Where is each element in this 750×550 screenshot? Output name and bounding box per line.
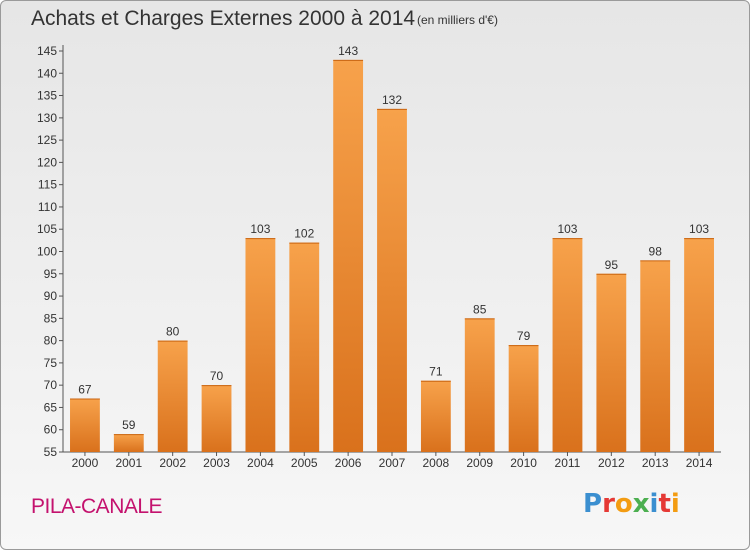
bar xyxy=(245,238,276,452)
data-label: 85 xyxy=(473,302,487,316)
bar xyxy=(640,260,671,452)
y-tick-label: 110 xyxy=(38,200,57,214)
data-label: 95 xyxy=(605,258,619,272)
data-label: 80 xyxy=(166,325,180,339)
y-tick-label: 140 xyxy=(37,66,57,80)
data-label: 143 xyxy=(338,44,358,58)
bar xyxy=(508,345,539,452)
proxiti-logo: Proxiti xyxy=(583,489,680,519)
bar xyxy=(684,238,714,452)
x-tick-label: 2001 xyxy=(115,456,142,470)
y-tick-label: 125 xyxy=(37,133,57,147)
data-label: 103 xyxy=(689,222,709,236)
y-tick-label: 145 xyxy=(37,44,57,58)
logo-letter: i xyxy=(670,489,680,519)
y-tick-label: 130 xyxy=(37,111,57,125)
y-tick-label: 90 xyxy=(44,289,58,303)
x-tick-label: 2012 xyxy=(598,456,625,470)
bar xyxy=(289,242,320,452)
x-tick-label: 2014 xyxy=(686,456,713,470)
y-tick-label: 80 xyxy=(44,334,58,348)
x-tick-label: 2011 xyxy=(555,456,581,470)
data-label: 132 xyxy=(382,93,402,107)
y-tick-label: 100 xyxy=(37,245,57,259)
y-tick-label: 60 xyxy=(44,423,58,437)
x-tick-label: 2002 xyxy=(159,456,186,470)
x-tick-label: 2003 xyxy=(203,456,230,470)
logo-letter: x xyxy=(632,489,650,519)
commune-name: PILA-CANALE xyxy=(31,495,163,518)
data-label: 67 xyxy=(78,383,92,397)
x-tick-label: 2008 xyxy=(423,456,450,470)
data-label: 98 xyxy=(649,244,663,258)
data-label: 79 xyxy=(517,329,531,343)
chart-unit-subtitle: (en milliers d'€) xyxy=(417,13,498,27)
bar xyxy=(333,59,364,453)
y-tick-label: 105 xyxy=(37,222,57,236)
bar xyxy=(596,273,627,452)
bar xyxy=(201,385,232,452)
y-tick-label: 65 xyxy=(44,400,58,414)
x-tick-label: 2007 xyxy=(379,456,406,470)
x-tick-label: 2004 xyxy=(247,456,274,470)
y-tick-label: 115 xyxy=(38,178,57,192)
x-tick-label: 2013 xyxy=(642,456,669,470)
data-label: 71 xyxy=(429,365,443,379)
data-label: 103 xyxy=(250,222,270,236)
logo-letter: P xyxy=(583,489,603,519)
logo-letter: o xyxy=(614,489,633,519)
y-tick-label: 55 xyxy=(44,445,58,459)
bar xyxy=(377,108,407,452)
x-tick-label: 2009 xyxy=(466,456,493,470)
data-label: 103 xyxy=(557,222,577,236)
logo-letter: i xyxy=(649,489,659,519)
y-tick-label: 135 xyxy=(37,89,57,103)
bar xyxy=(552,238,583,452)
bar xyxy=(464,318,495,452)
x-tick-label: 2005 xyxy=(291,456,318,470)
x-tick-label: 2010 xyxy=(510,456,537,470)
bar xyxy=(157,340,188,452)
y-tick-label: 75 xyxy=(44,356,58,370)
data-label: 102 xyxy=(294,227,314,241)
chart-title: Achats et Charges Externes 2000 à 2014 xyxy=(31,7,416,30)
y-tick-label: 95 xyxy=(44,267,58,281)
logo-letter: t xyxy=(658,489,671,519)
x-tick-label: 2006 xyxy=(335,456,362,470)
y-tick-label: 70 xyxy=(44,378,58,392)
bar xyxy=(70,398,100,452)
x-tick-label: 2000 xyxy=(72,456,99,470)
bar xyxy=(113,434,144,452)
y-tick-label: 85 xyxy=(44,311,58,325)
data-label: 70 xyxy=(210,369,224,383)
logo-letter: r xyxy=(602,489,615,519)
data-label: 59 xyxy=(122,418,136,432)
y-tick-label: 120 xyxy=(37,155,57,169)
bar xyxy=(420,380,451,452)
